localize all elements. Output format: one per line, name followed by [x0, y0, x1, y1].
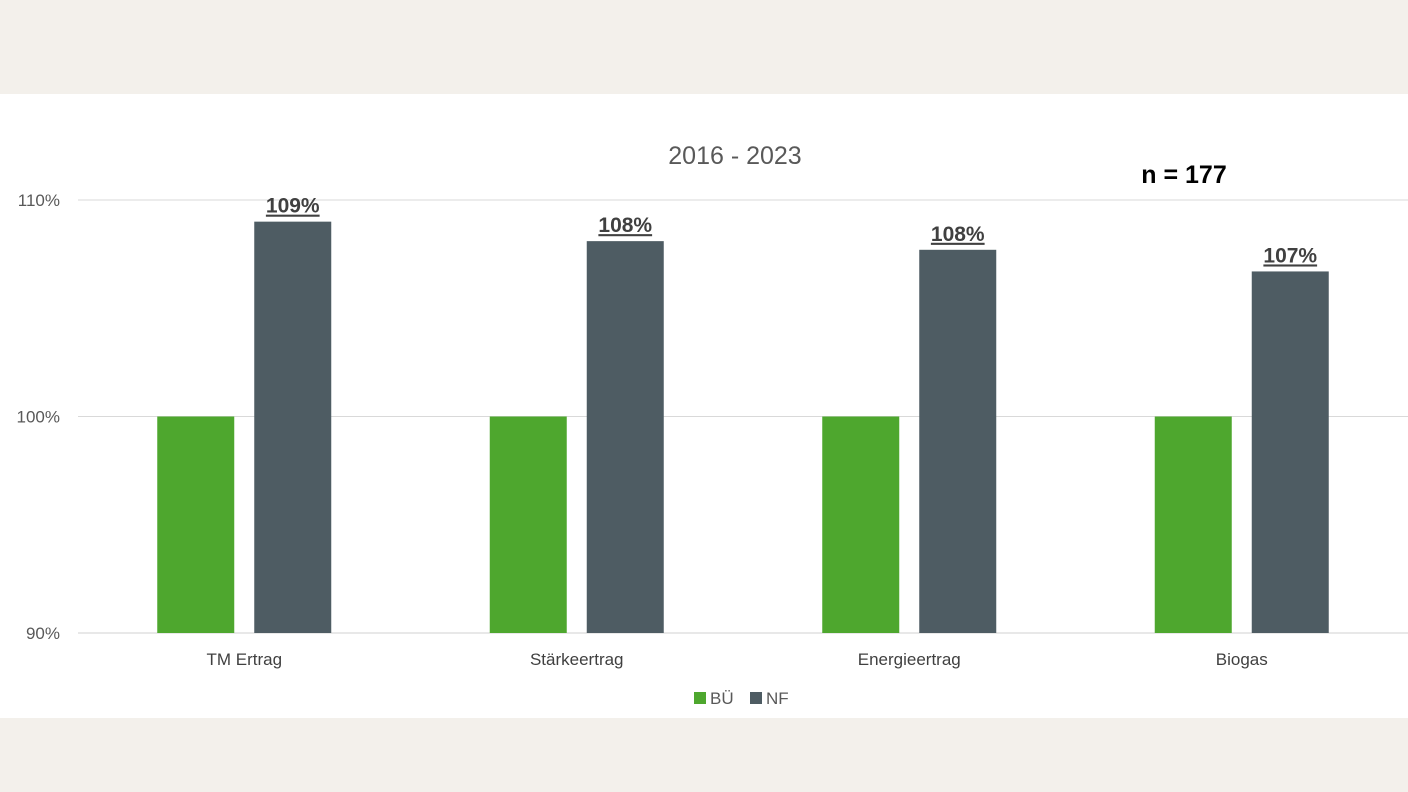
legend-label: NF: [766, 689, 789, 708]
bar-chart: 2016 - 2023 n = 177 90% 100% 110% 109% TM Er…: [17, 142, 1408, 708]
x-category-label: Biogas: [1216, 650, 1268, 669]
bar-bu: [157, 416, 235, 633]
legend: BÜ NF: [694, 689, 789, 708]
bar-nf: [586, 241, 664, 633]
data-label: 108%: [598, 214, 652, 237]
x-category-label: Stärkeertrag: [530, 650, 624, 669]
y-tick-label: 110%: [18, 191, 60, 210]
bars: [157, 221, 1329, 634]
y-tick-label: 90%: [26, 624, 60, 643]
bar-bu: [1154, 416, 1232, 633]
x-category-label: TM Ertrag: [206, 650, 282, 669]
legend-swatch: [694, 692, 706, 704]
legend-swatch: [750, 692, 762, 704]
data-label: 109%: [266, 195, 320, 218]
sample-size-annotation: n = 177: [1141, 161, 1226, 189]
chart-panel: 2016 - 2023 n = 177 90% 100% 110% 109% TM Er…: [0, 94, 1408, 718]
x-category-label: Energieertrag: [858, 650, 961, 669]
chart-title: 2016 - 2023: [668, 142, 801, 170]
bar-nf: [1251, 271, 1329, 633]
bar-nf: [919, 249, 997, 634]
bar-bu: [822, 416, 900, 633]
data-label: 108%: [931, 223, 985, 246]
bar-bu: [489, 416, 567, 633]
bar-nf: [254, 221, 332, 633]
legend-label: BÜ: [710, 689, 734, 708]
labels: 90% 100% 110% 109% TM Ertrag 108% Stärkeertrag…: [17, 191, 1318, 669]
data-label: 107%: [1263, 244, 1317, 267]
y-tick-label: 100%: [17, 408, 60, 427]
